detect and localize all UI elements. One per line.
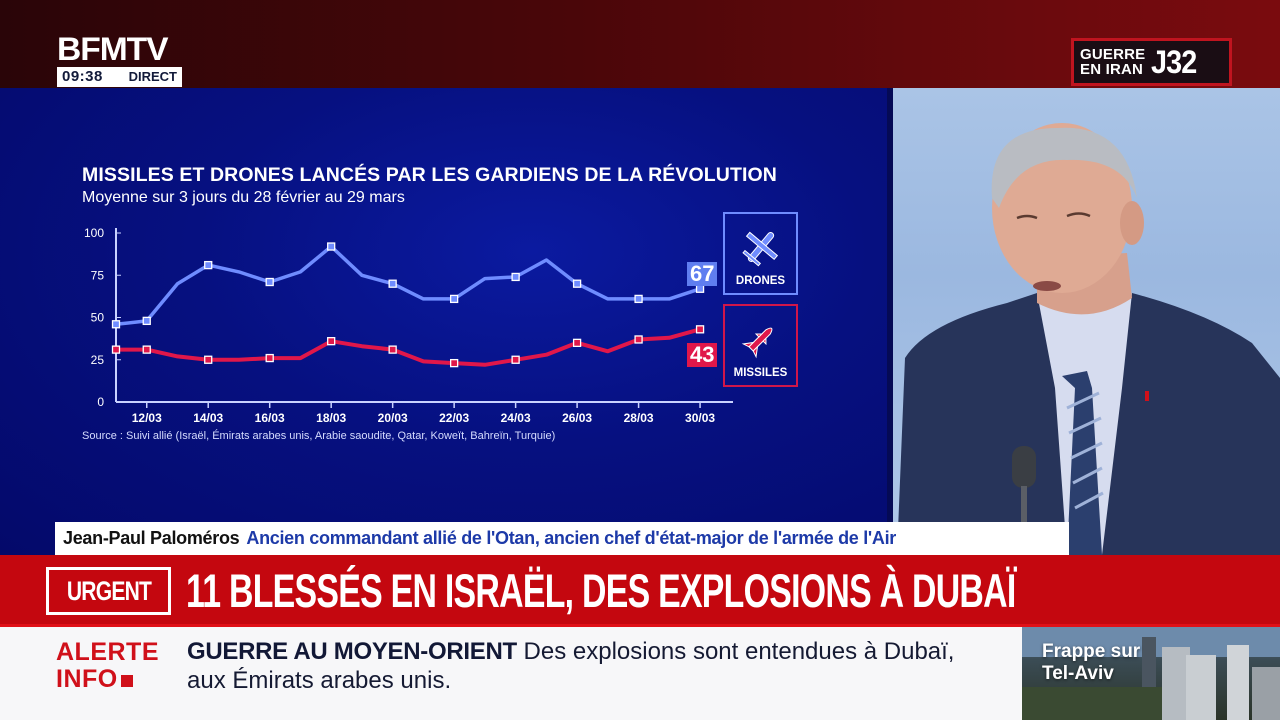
svg-text:26/03: 26/03 <box>562 411 592 425</box>
chart-title: MISSILES ET DRONES LANCÉS PAR LES GARDIE… <box>82 164 777 186</box>
svg-text:24/03: 24/03 <box>501 411 531 425</box>
alert-topic: GUERRE AU MOYEN-ORIENT <box>187 638 517 665</box>
svg-text:12/03: 12/03 <box>132 411 162 425</box>
svg-text:50: 50 <box>91 311 105 325</box>
top-banner: BFMTV 09:38 DIRECT GUERRE EN IRAN J32 <box>0 0 1280 88</box>
guest-portrait <box>897 123 1280 555</box>
y-axis-ticks: 0 25 50 75 100 <box>84 226 121 409</box>
war-day-badge: GUERRE EN IRAN J32 <box>1071 38 1232 86</box>
svg-text:75: 75 <box>91 268 105 282</box>
svg-text:14/03: 14/03 <box>193 411 223 425</box>
x-axis-ticks: 12/03 14/03 16/03 18/03 20/03 22/03 24/03 26/03… <box>132 402 715 425</box>
svg-text:16/03: 16/03 <box>255 411 285 425</box>
svg-text:20/03: 20/03 <box>378 411 408 425</box>
drone-icon <box>741 231 778 267</box>
war-label-line1: GUERRE <box>1080 46 1146 63</box>
alert-logo-line1: ALERTE <box>56 638 159 666</box>
drones-line <box>115 244 701 327</box>
live-indicator: 09:38 DIRECT <box>57 67 182 87</box>
panel-divider <box>887 88 893 555</box>
thumbnail-caption-line1: Frappe sur <box>1042 641 1141 662</box>
thumbnail-caption-line2: Tel-Aviv <box>1042 663 1114 684</box>
next-story-thumbnail: Frappe sur Tel-Aviv <box>1022 627 1280 720</box>
channel-logo-text: BFMTV <box>57 31 169 67</box>
alert-info-logo: ALERTE INFO <box>56 639 159 693</box>
guest-role: Ancien commandant allié de l'Otan, ancie… <box>246 528 896 548</box>
missiles-line <box>116 327 701 367</box>
guest-name: Jean-Paul Paloméros <box>63 528 240 548</box>
guest-video-feed <box>887 88 1280 555</box>
legend-missiles-label: MISSILES <box>733 367 788 379</box>
war-label-line2: EN IRAN <box>1080 61 1144 78</box>
alert-logo-line2: INFO <box>56 665 118 693</box>
missiles-value-badge: 43 <box>687 343 718 367</box>
line-chart: 0 25 50 75 100 12/03 14/03 16/03 18/03 20/03 22/0… <box>84 226 733 425</box>
svg-text:22/03: 22/03 <box>439 411 469 425</box>
svg-text:0: 0 <box>97 395 104 409</box>
legend-missiles: MISSILES <box>723 304 798 387</box>
urgent-headline: 11 BLESSÉS EN ISRAËL, DES EXPLOSIONS À D… <box>186 564 1016 617</box>
svg-text:25: 25 <box>91 353 105 367</box>
guest-name-strap: Jean-Paul Paloméros Ancien commandant al… <box>55 522 1069 555</box>
city-skyline-image <box>1022 627 1280 720</box>
legend-drones-label: DRONES <box>735 275 786 287</box>
drones-value-badge: 67 <box>687 262 718 286</box>
urgent-tag-label: URGENT <box>66 575 151 606</box>
svg-text:100: 100 <box>84 226 104 240</box>
alert-message: GUERRE AU MOYEN-ORIENT Des explosions so… <box>187 637 967 695</box>
clock-time: 09:38 <box>62 68 103 85</box>
chart-source: Source : Suivi allié (Israël, Émirats ar… <box>82 430 556 442</box>
alert-text: Des explosions sont entendues à Dubaï, a… <box>187 638 955 694</box>
war-label: GUERRE EN IRAN <box>1080 47 1145 77</box>
chart-panel: MISSILES ET DRONES LANCÉS PAR LES GARDIE… <box>0 88 887 555</box>
square-icon <box>120 675 133 687</box>
live-label: DIRECT <box>128 69 177 84</box>
day-counter: J32 <box>1151 43 1197 80</box>
alert-info-bar: ALERTE INFO GUERRE AU MOYEN-ORIENT Des e… <box>0 627 1022 720</box>
legend-drones: DRONES <box>723 212 798 295</box>
urgent-banner: URGENT 11 BLESSÉS EN ISRAËL, DES EXPLOSI… <box>0 555 1280 627</box>
urgent-tag: URGENT <box>46 567 171 615</box>
thumbnail-caption: Frappe sur Tel-Aviv <box>1042 641 1140 685</box>
data-markers <box>111 242 705 368</box>
chart-subtitle: Moyenne sur 3 jours du 28 février au 29 … <box>82 189 405 206</box>
missile-icon <box>741 327 772 359</box>
svg-text:18/03: 18/03 <box>316 411 346 425</box>
channel-logo: BFMTV 09:38 DIRECT <box>57 33 183 87</box>
svg-text:30/03: 30/03 <box>685 411 715 425</box>
svg-text:28/03: 28/03 <box>624 411 654 425</box>
